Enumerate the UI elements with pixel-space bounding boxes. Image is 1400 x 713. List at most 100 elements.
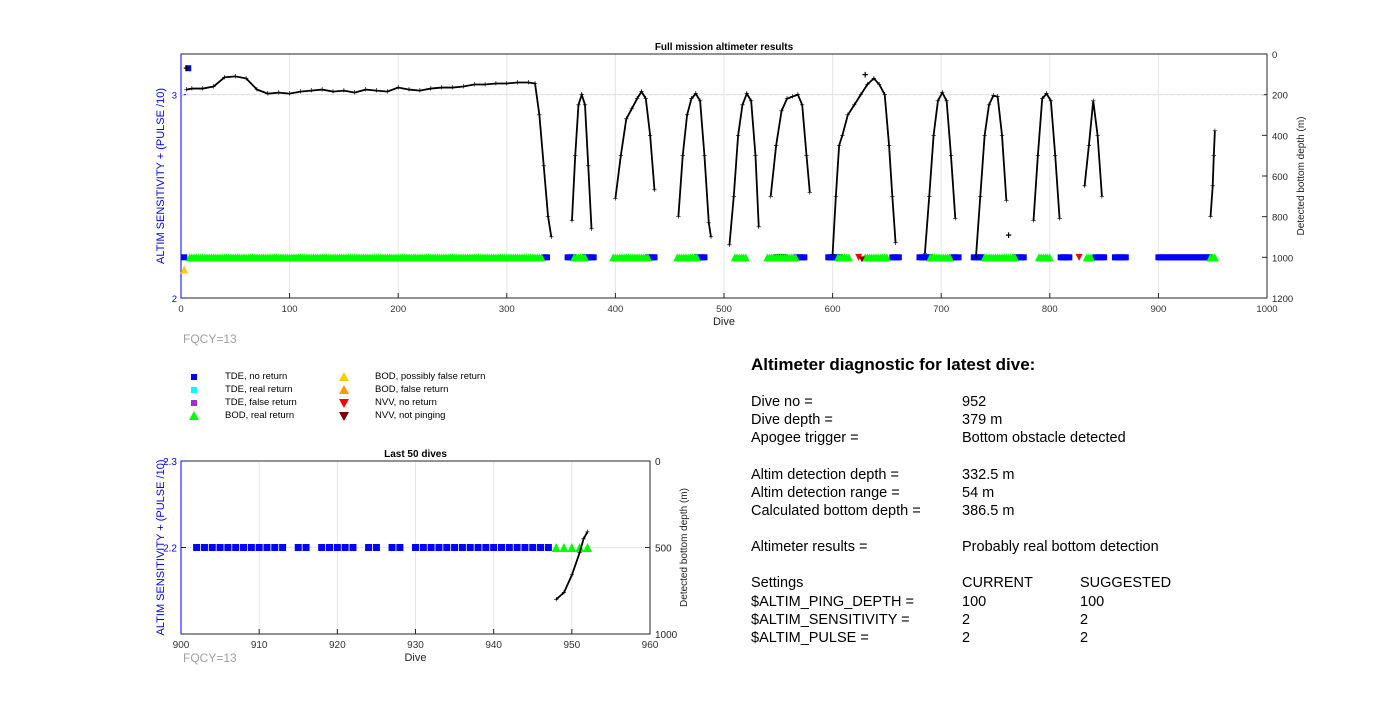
tde-no-return-marker <box>979 254 986 261</box>
nvv-no-return-marker <box>1075 253 1083 261</box>
fqcy-label-top: FQCY=13 <box>183 332 237 346</box>
legend-item: TDE, no return <box>185 371 287 383</box>
depth-point-marker: + <box>541 161 546 171</box>
depth-point-marker: + <box>922 248 927 258</box>
depth-series-line <box>1083 100 1103 197</box>
depth-point-marker: + <box>982 130 987 140</box>
depth-point-marker: + <box>995 92 1000 102</box>
depth-point-marker: + <box>287 89 292 99</box>
tde-no-return-marker <box>497 544 505 551</box>
depth-point-marker: + <box>953 214 958 224</box>
legend-item: NVV, not pinging <box>335 410 445 422</box>
legend-item: BOD, possibly false return <box>335 371 485 383</box>
dive-no-value: 952 <box>962 394 987 410</box>
tde-no-return-marker <box>412 544 419 551</box>
legend-marker-shape <box>339 399 349 408</box>
depth-point-marker: + <box>680 151 685 161</box>
depth-point-marker: + <box>561 587 566 597</box>
depth-point-marker: + <box>589 224 594 234</box>
depth-point-marker: + <box>222 72 227 82</box>
legend-marker-icon <box>339 372 349 381</box>
legend-label: TDE, real return <box>225 384 293 395</box>
legend-marker-shape <box>339 372 349 381</box>
bod-real-return-marker <box>1011 253 1020 262</box>
bod-real-return-marker <box>882 253 891 262</box>
tde-no-return-marker <box>365 544 373 551</box>
depth-point-marker: + <box>439 83 444 93</box>
depth-point-marker: + <box>1057 214 1062 224</box>
depth-point-marker: + <box>735 130 740 140</box>
bod-real-return-marker <box>741 253 750 262</box>
depth-point-marker: + <box>461 82 466 92</box>
last-50-depth-line <box>555 531 589 601</box>
last-50-xtick-label: 910 <box>251 640 268 651</box>
depth-series-line <box>1209 131 1216 217</box>
pulse-suggested: 2 <box>1080 629 1089 646</box>
tde-no-return-marker <box>181 254 188 261</box>
depth-point-marker: + <box>298 87 303 97</box>
tde-no-return-marker <box>482 544 490 551</box>
legend-marker-icon <box>339 399 349 408</box>
tde-no-return-marker <box>529 544 537 551</box>
full-mission-title: Full mission altimeter results <box>655 42 794 53</box>
legend-marker-icon <box>189 411 199 420</box>
tde-no-return-marker <box>895 254 902 261</box>
depth-point-marker: + <box>944 96 949 106</box>
bod-real-return-marker <box>643 253 652 262</box>
depth-point-marker: + <box>773 141 778 151</box>
legend-marker-shape <box>191 374 197 380</box>
depth-point-marker: + <box>1212 126 1217 136</box>
depth-point-marker: + <box>493 78 498 88</box>
tde-no-return-marker <box>193 544 201 551</box>
depth-point-marker: + <box>1211 151 1216 161</box>
legend-item: TDE, false return <box>185 397 297 409</box>
legend-marker-icon <box>191 400 197 406</box>
depth-point-marker: + <box>830 249 835 259</box>
bod-real-return-marker <box>1045 253 1054 262</box>
full-mission-xtick-label: 500 <box>716 304 732 315</box>
depth-point-marker: + <box>385 87 390 97</box>
tde-no-return-marker <box>279 544 287 551</box>
tde-no-return-marker <box>200 544 208 551</box>
diagnostic-title: Altimeter diagnostic for latest dive: <box>751 355 1036 374</box>
tde-no-return-marker <box>544 544 552 551</box>
nvv-no-return-marker <box>855 253 863 261</box>
depth-point-marker: + <box>211 82 216 92</box>
depth-point-marker: + <box>352 88 357 98</box>
tde-no-return-marker <box>1101 254 1108 261</box>
last-50-ytick-left-label: 2.3 <box>163 457 177 468</box>
full-mission-xtick-label: 0 <box>178 304 183 315</box>
bod-real-return-marker <box>580 253 589 262</box>
depth-point-marker: + <box>986 100 991 110</box>
tde-no-return-marker <box>651 254 658 261</box>
fqcy-label-bottom: FQCY=13 <box>183 651 237 665</box>
full-mission-xtick-label: 300 <box>499 304 515 315</box>
depth-series-line <box>1032 92 1061 221</box>
tde-no-return-marker <box>388 544 396 551</box>
full-mission-xtick-label: 1000 <box>1256 304 1277 315</box>
full-mission-xtick-label: 200 <box>390 304 406 315</box>
legend-label: TDE, false return <box>225 397 297 408</box>
depth-point-marker: + <box>927 191 932 201</box>
depth-point-marker: + <box>740 100 745 110</box>
depth-point-marker: + <box>877 80 882 90</box>
tde-no-return-marker <box>801 254 808 261</box>
current-header: CURRENT <box>962 575 1033 592</box>
legend-marker-shape <box>339 412 349 421</box>
legend-label: BOD, possibly false return <box>375 371 486 382</box>
detection-depth-label: Altim detection depth = <box>751 466 899 483</box>
full-mission-ylabel-left: ALTIM SENSITIVITY + (PULSE /10) <box>155 88 167 264</box>
tde-no-return-marker <box>419 544 427 551</box>
depth-series-line <box>186 75 553 238</box>
legend-marker-shape <box>191 400 197 406</box>
depth-point-marker: + <box>689 94 694 104</box>
calculated-depth-value: 386.5 m <box>962 502 1015 519</box>
legend-marker <box>335 371 375 383</box>
legend-marker <box>335 384 375 396</box>
depth-point-marker: + <box>795 90 800 100</box>
depth-outlier-marker: + <box>862 69 868 81</box>
tde-no-return-marker <box>505 544 513 551</box>
depth-point-marker: + <box>472 80 477 90</box>
depth-point-marker: + <box>244 73 249 83</box>
tde-no-return-marker <box>521 544 529 551</box>
